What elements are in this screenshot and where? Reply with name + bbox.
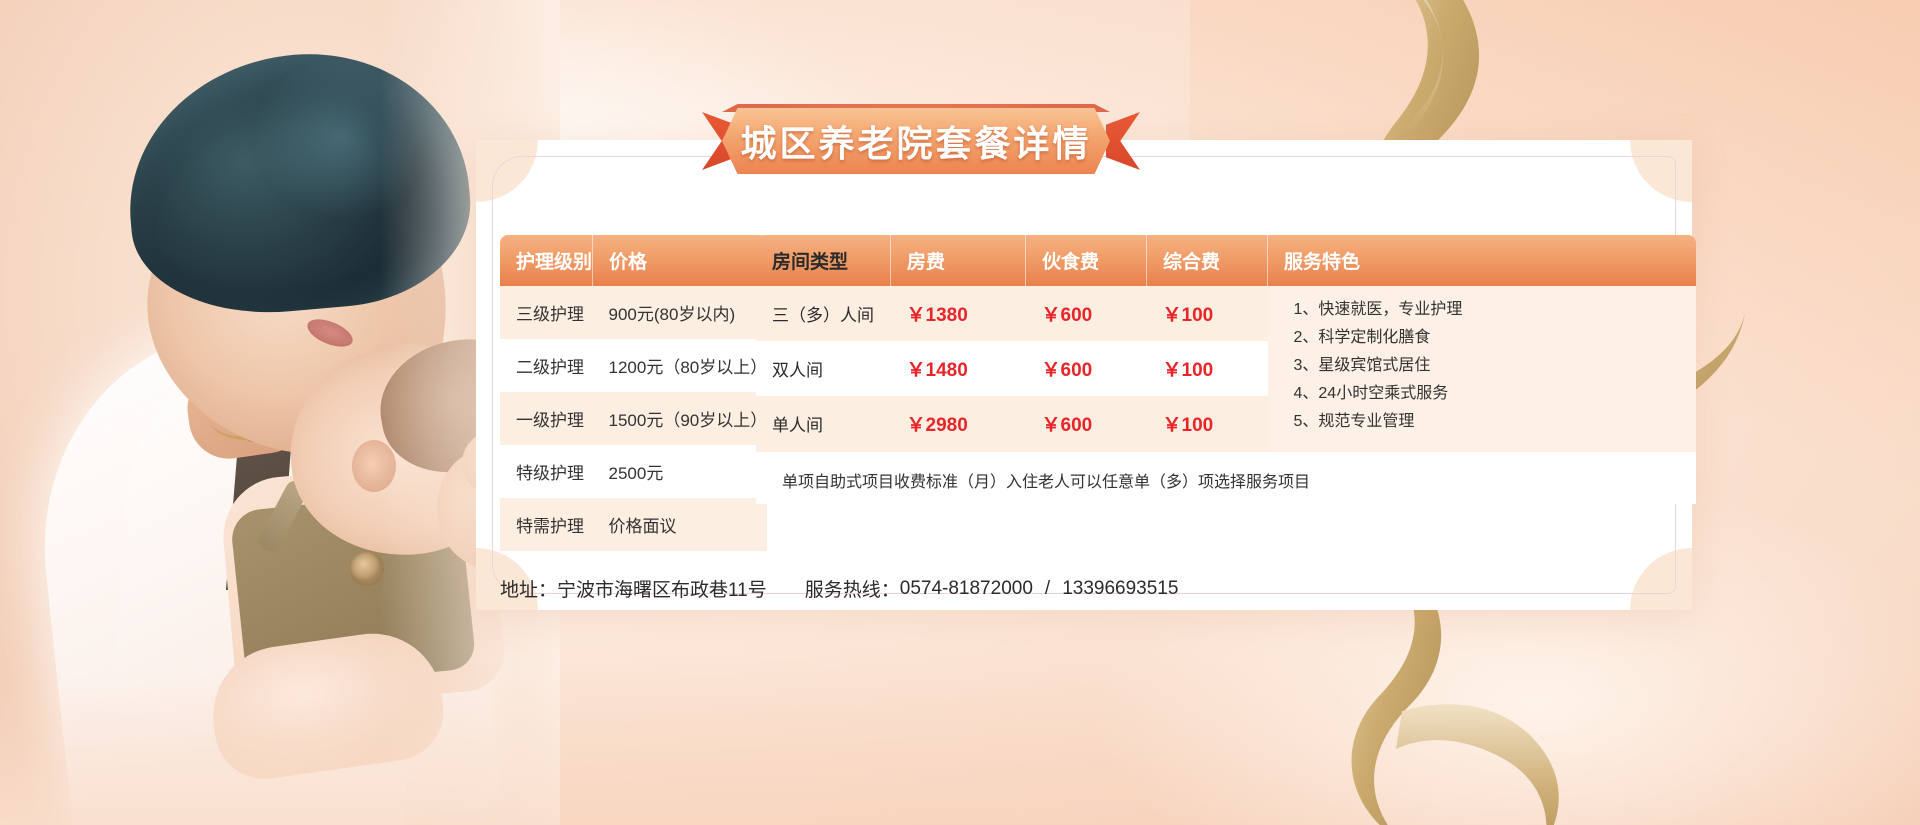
- care-price: 1500元（90岁以上）: [592, 392, 768, 445]
- room-meal-fee: ￥600: [1025, 396, 1147, 452]
- room-misc-fee: ￥100: [1146, 341, 1268, 396]
- hotline-phone-primary[interactable]: 0574-81872000: [899, 577, 1033, 599]
- table-row: 三级护理 900元(80岁以内): [500, 286, 768, 339]
- care-price: 2500元: [592, 445, 768, 498]
- list-item: 5、规范专业管理: [1293, 413, 1415, 430]
- table-row: 特需护理 价格面议: [500, 498, 768, 551]
- table-row: 三（多）人间 ￥1380 ￥600 ￥100 1、快速就医，专业护理 2、科学定…: [756, 286, 1696, 452]
- list-item: 2、科学定制化膳食: [1293, 329, 1431, 346]
- room-header-fee: 房费: [890, 235, 1026, 286]
- table-row: 双人间 ￥1480 ￥600 ￥100: [756, 341, 1696, 396]
- room-table-note: 单项自助式项目收费标准（月）入住老人可以任意单（多）项选择服务项目: [756, 451, 1696, 504]
- room-type: 单人间: [756, 396, 891, 452]
- care-price: 1200元（80岁以上）: [592, 339, 768, 392]
- care-header-price: 价格: [592, 235, 768, 286]
- room-meal-fee: ￥600: [1025, 341, 1147, 396]
- room-fee: ￥1480: [890, 341, 1026, 396]
- hotline-phone-secondary[interactable]: 13396693515: [1062, 577, 1179, 599]
- table-row-note: 单项自助式项目收费标准（月）入住老人可以任意单（多）项选择服务项目: [756, 451, 1696, 504]
- room-fee: ￥2980: [890, 396, 1026, 452]
- care-price: 价格面议: [592, 498, 768, 551]
- room-table-header-row: 房间类型 房费 伙食费 综合费 服务特色: [756, 235, 1696, 286]
- care-level-table: 护理级别 价格 三级护理 900元(80岁以内) 二级护理 1200元（80岁以…: [500, 235, 768, 551]
- hotline-separator: /: [1044, 577, 1051, 599]
- service-features-cell: 1、快速就医，专业护理 2、科学定制化膳食 3、星级宾馆式居住 4、24小时空乘…: [1267, 286, 1697, 452]
- hotline-segment: 服务热线： 0574-81872000 / 13396693515: [805, 575, 1179, 602]
- address-segment: 地址： 宁波市海曙区布政巷11号: [500, 575, 767, 602]
- room-header-misc: 综合费: [1146, 235, 1268, 286]
- care-table-header-row: 护理级别 价格: [500, 235, 768, 286]
- footer-contact: 地址： 宁波市海曙区布政巷11号 服务热线： 0574-81872000 / 1…: [500, 575, 1178, 602]
- care-level: 二级护理: [500, 339, 593, 392]
- table-row: 一级护理 1500元（90岁以上）: [500, 392, 768, 445]
- room-header-meal: 伙食费: [1025, 235, 1147, 286]
- room-type: 三（多）人间: [756, 286, 891, 341]
- care-level: 三级护理: [500, 286, 593, 339]
- address-value: 宁波市海曙区布政巷11号: [557, 580, 767, 601]
- address-label: 地址：: [500, 580, 558, 601]
- room-meal-fee: ￥600: [1025, 286, 1147, 341]
- room-header-services: 服务特色: [1267, 235, 1696, 286]
- care-header-level: 护理级别: [500, 235, 594, 286]
- photo-fade-bottom: [0, 675, 560, 825]
- room-misc-fee: ￥100: [1146, 286, 1268, 341]
- room-fee: ￥1380: [890, 286, 1026, 341]
- banner-shape: [722, 108, 1110, 174]
- table-row: 单人间 ￥2980 ￥600 ￥100: [756, 396, 1696, 452]
- room-type: 双人间: [756, 341, 891, 396]
- care-level: 一级护理: [500, 392, 593, 445]
- list-item: 1、快速就医，专业护理: [1293, 301, 1463, 318]
- hotline-label: 服务热线：: [804, 580, 900, 601]
- care-price: 900元(80岁以内): [592, 286, 768, 339]
- photo-baby-button: [350, 552, 384, 586]
- service-feature-list: 1、快速就医，专业护理 2、科学定制化膳食 3、星级宾馆式居住 4、24小时空乘…: [1294, 296, 1697, 436]
- list-item: 4、24小时空乘式服务: [1293, 385, 1449, 402]
- hero-photo: [0, 0, 560, 825]
- care-level: 特级护理: [500, 445, 593, 498]
- table-row: 特级护理 2500元: [500, 445, 768, 498]
- care-level: 特需护理: [500, 498, 593, 551]
- room-price-table: 房间类型 房费 伙食费 综合费 服务特色 三（多）人间 ￥1380 ￥600 ￥…: [756, 235, 1696, 504]
- banner-title: 城区养老院套餐详情: [740, 124, 1092, 165]
- room-misc-fee: ￥100: [1146, 396, 1268, 452]
- room-header-type: 房间类型: [756, 235, 891, 286]
- table-row: 二级护理 1200元（80岁以上）: [500, 339, 768, 392]
- list-item: 3、星级宾馆式居住: [1293, 357, 1431, 374]
